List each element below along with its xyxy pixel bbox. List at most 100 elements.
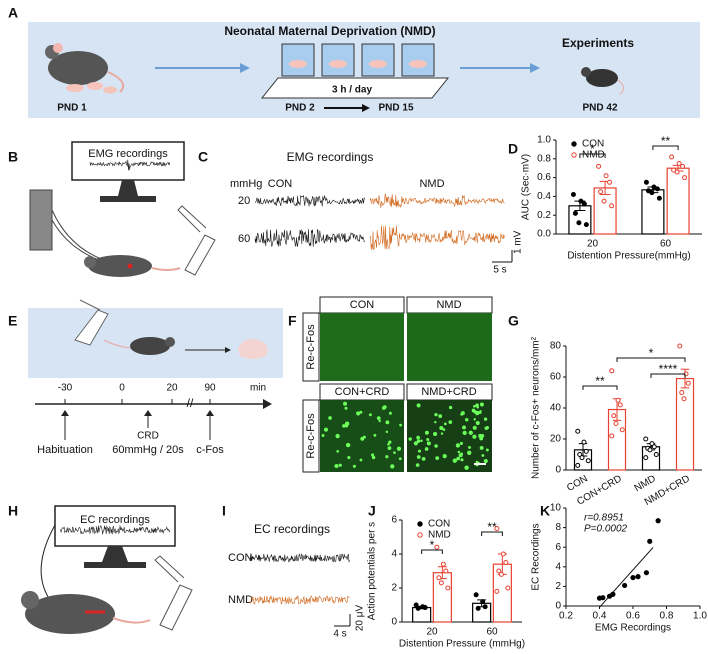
data-point [494,588,500,594]
stained-cell [359,410,363,414]
panel-label: A [8,5,18,21]
y-tick-label: 4 [391,549,397,560]
data-point [494,526,500,531]
significance-label: ** [487,520,497,534]
stained-cell [479,436,484,441]
data-point [500,551,506,557]
y-tick-label: 2 [391,583,397,594]
stained-cell [385,430,389,434]
significance-bracket [650,373,686,378]
significance-bracket [579,153,606,158]
significance-bracket [582,385,618,390]
x-tick-label: 20 [587,239,599,250]
data-point [613,421,619,426]
significance-label: * [430,538,435,552]
event-label: Habituation [37,444,93,456]
x-axis-label: EMG Recordings [595,623,671,634]
balloon-device [154,555,193,631]
data-point [680,163,686,169]
stat-annotation: P=0.0002 [584,524,628,535]
data-point [415,605,421,611]
signal-trace [254,194,366,207]
stained-cell [474,410,480,416]
stained-cell [438,414,443,419]
to-label: PND 15 [378,103,413,114]
arrow-head [61,410,214,416]
panel-title: EC recordings [254,522,330,536]
y-tick-label: 0.4 [537,191,551,202]
data-point [647,538,653,544]
stained-cell [408,437,412,441]
monitor-stand [100,180,156,202]
data-point [681,396,687,402]
pressure-label: 60 [238,233,250,245]
data-point [480,599,486,605]
stained-cell [359,458,363,462]
panel-label: C [198,149,208,165]
data-point [609,368,615,374]
legend-label: CON [428,519,450,530]
stained-cell [388,411,392,415]
data-point [422,605,428,611]
y-tick-label: 0.2 [537,210,551,221]
stained-cell [442,428,446,431]
y-tick-label: 0.6 [537,172,551,183]
significance-bracket [652,145,679,150]
data-point [482,604,488,610]
x-tick-label: 0.6 [626,611,640,622]
stained-cell [376,416,381,420]
y-axis-label: EC Recordings [531,523,542,590]
monitor [54,505,176,547]
data-point [674,169,680,175]
bar [432,572,452,623]
stained-cell [343,401,348,406]
data-point [575,462,581,468]
stained-cell [420,439,423,443]
data-point [669,154,675,160]
y-tick-label: 8 [555,522,561,533]
data-point [603,173,609,179]
stained-cell [468,446,471,449]
stained-cell [336,449,340,453]
time-break: // [187,396,194,410]
mother-mouse [45,43,124,94]
panel-label: B [8,149,18,165]
stained-cell [424,430,429,435]
stained-cell [385,420,390,425]
stained-cell [472,425,477,430]
image-header: CON [350,299,375,311]
data-point [615,397,621,403]
stained-cell [426,437,430,442]
stained-cell [478,410,482,415]
signal-trace [369,193,505,208]
stained-cell [387,446,392,451]
significance-bracket [481,531,503,536]
stained-cell [481,454,485,457]
stained-cell [462,430,467,436]
stained-cell [464,465,469,470]
arrow-head [225,347,231,353]
stained-cell [473,404,476,408]
data-point [583,222,589,228]
stained-cell [342,424,346,428]
x-tick-label: 1.0 [693,611,707,622]
stained-cell [347,456,351,460]
data-point [601,198,607,204]
panel-title: EMG recordings [287,150,374,164]
time-label: 0 [119,383,125,394]
amplifier [29,189,53,251]
y-tick-label: 40 [550,403,562,414]
scale-label: 5 s [493,265,506,276]
stained-cell [442,454,447,459]
stained-cell [434,420,437,424]
panel-a-title: Neonatal Maternal Deprivation (NMD) [224,24,435,38]
stained-cell [435,456,440,461]
stained-cell [476,405,479,409]
stained-cell [475,421,480,426]
pressure-label: 20 [238,195,250,207]
arrow-head [530,63,540,73]
stained-cell [462,425,466,430]
data-point [475,605,481,611]
data-point [622,582,628,589]
